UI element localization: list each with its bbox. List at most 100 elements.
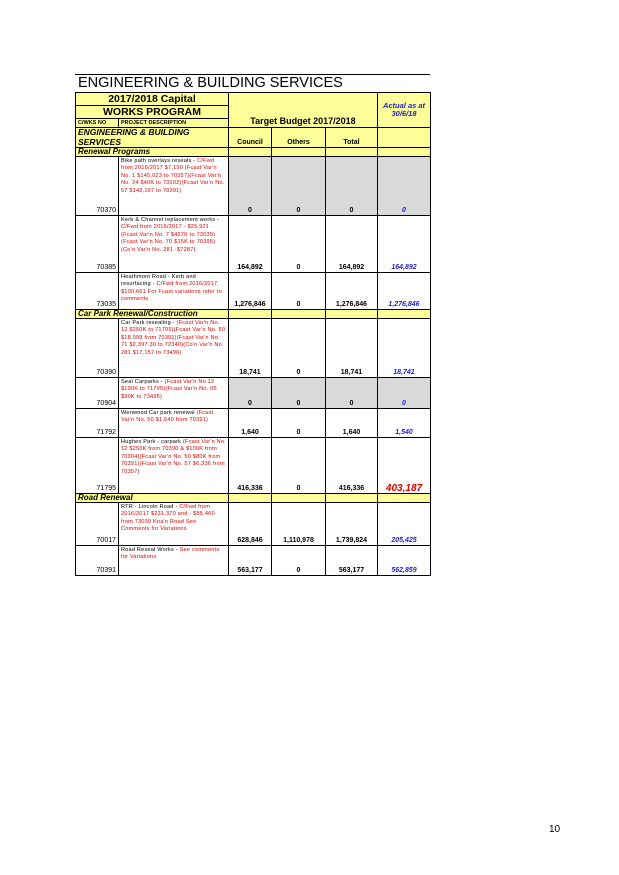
section-label: Road Renewal: [75, 493, 229, 503]
project-no: 70390: [75, 318, 119, 378]
description: Car Park resealing -: [121, 320, 177, 326]
description-note: See comments for Variations: [121, 547, 220, 561]
description-note: (Fcast Var'n No 12 $100K to 71795)(Fcast…: [121, 379, 217, 400]
cell: [325, 147, 378, 157]
section-label: Car Park Renewal/Construction: [75, 309, 229, 319]
actual-value: 18,741: [377, 318, 431, 378]
cell: [228, 309, 272, 319]
item-row: 70385 Kerb & Channel replacement works - …: [75, 215, 431, 273]
others-value: 0: [271, 215, 326, 273]
actual-value: 562,859: [377, 545, 431, 576]
description: Road Reseal Works -: [121, 547, 180, 553]
description: Kerb & Channel replacement works -: [121, 217, 220, 223]
actual-value: 403,187: [377, 437, 431, 494]
others-value: 0: [271, 545, 326, 576]
total-value: 416,336: [325, 437, 378, 494]
item-row: 73035 Heathmont Road - Kerb and resurfaci…: [75, 272, 431, 310]
description: Heathmont Road - Kerb and resurfacing -: [121, 274, 196, 288]
description: Seal Carparks -: [121, 379, 165, 385]
others-value: 1,110,978: [271, 502, 326, 546]
page-title: ENGINEERING & BUILDING SERVICES: [75, 74, 430, 92]
total-value: 0: [325, 377, 378, 409]
others-value: 0: [271, 437, 326, 494]
council-value: 164,892: [228, 215, 272, 273]
council-value: 1,276,846: [228, 272, 272, 310]
cell: [228, 493, 272, 503]
description-note: C/Fwd from 2016/2017 - $25,921 (Fcast Va…: [121, 224, 216, 253]
cell: [271, 493, 326, 503]
others-value: 0: [271, 377, 326, 409]
project-no: 71795: [75, 437, 119, 494]
col-header: Others: [271, 127, 326, 148]
others-value: 0: [271, 408, 326, 438]
others-value: 0: [271, 272, 326, 310]
cell: [271, 309, 326, 319]
project-no: 71792: [75, 408, 119, 438]
project-description: Car Park resealing - (Fcast Var'n No. 12…: [118, 318, 229, 378]
cell: [325, 309, 378, 319]
project-description: Hughes Park - carpark (Fcast Var'n No. 1…: [118, 437, 229, 494]
description-note: C/Fwd from 2016/2017 $231,370 and - $85,…: [121, 504, 215, 533]
col-header: PROJECT DESCRIPTION: [118, 118, 229, 128]
item-row: 70370 Bike path overlays reseals - C/Fwd …: [75, 156, 431, 216]
group-header: ENGINEERING & BUILDING SERVICES: [75, 127, 229, 148]
council-value: 0: [228, 377, 272, 409]
description: Hughes Park - carpark: [121, 439, 183, 445]
description-note: (Fcast Var'n No. 12 $250K to 71795)(Fcas…: [121, 320, 226, 356]
project-no: 73035: [75, 272, 119, 310]
project-description: Road Reseal Works - See comments for Var…: [118, 545, 229, 576]
program-line: WORKS PROGRAM: [75, 105, 229, 119]
actual-value: 0: [377, 377, 431, 409]
item-row: 70904 Seal Carparks - (Fcast Var'n No 12 …: [75, 377, 431, 409]
cell: [325, 493, 378, 503]
project-no: 70385: [75, 215, 119, 273]
description-note: (Fcast Var'n No. 12 $250K from 70390 & $…: [121, 439, 226, 475]
project-no: 70391: [75, 545, 119, 576]
section-label: Renewal Programs: [75, 147, 229, 157]
description-note: (Fcast Var'n No. 50 $1,640 from 70391): [121, 410, 214, 424]
total-value: 18,741: [325, 318, 378, 378]
item-row: 71792 Wenwood Car park renewal (Fcast Var…: [75, 408, 431, 438]
total-value: 1,276,846: [325, 272, 378, 310]
project-no: 70017: [75, 502, 119, 546]
works-table: 2017/2018 Capital Target Budget 2017/2018…: [75, 92, 431, 576]
total-value: 1,739,824: [325, 502, 378, 546]
description: RTR - Lincoln Road -: [121, 504, 180, 510]
item-row: 70391 Road Reseal Works - See comments fo…: [75, 545, 431, 576]
section-row: Renewal Programs: [75, 147, 431, 157]
project-no: 70370: [75, 156, 119, 216]
project-description: Bike path overlays reseals - C/Fwd from …: [118, 156, 229, 216]
total-value: 563,177: [325, 545, 378, 576]
section-row: Road Renewal: [75, 493, 431, 503]
council-value: 18,741: [228, 318, 272, 378]
description: Wenwood Car park renewal: [121, 410, 197, 416]
council-value: 1,640: [228, 408, 272, 438]
page-number: 10: [549, 824, 561, 835]
section-row: Car Park Renewal/Construction: [75, 309, 431, 319]
description: Bike path overlays reseals -: [121, 158, 198, 164]
project-description: Kerb & Channel replacement works - C/Fwd…: [118, 215, 229, 273]
total-value: 164,892: [325, 215, 378, 273]
total-value: 0: [325, 156, 378, 216]
cell: [377, 147, 431, 157]
actual-value: 1,276,846: [377, 272, 431, 310]
project-no: 70904: [75, 377, 119, 409]
council-value: 0: [228, 156, 272, 216]
project-description: Wenwood Car park renewal (Fcast Var'n No…: [118, 408, 229, 438]
actual-value: 205,425: [377, 502, 431, 546]
cell: [271, 147, 326, 157]
cell: [377, 309, 431, 319]
cell: [377, 493, 431, 503]
description-note: C/Fwd from 2016/2017 $7,190 (Fcast Var'n…: [121, 158, 225, 194]
actual-value: 0: [377, 156, 431, 216]
actual-value: 164,892: [377, 215, 431, 273]
item-row: 71795 Hughes Park - carpark (Fcast Var'n …: [75, 437, 431, 494]
project-description: Heathmont Road - Kerb and resurfacing - …: [118, 272, 229, 310]
total-value: 1,640: [325, 408, 378, 438]
council-value: 563,177: [228, 545, 272, 576]
col-header: Council: [228, 127, 272, 148]
item-row: 70017 RTR - Lincoln Road - C/Fwd from 201…: [75, 502, 431, 546]
program-line: 2017/2018 Capital: [75, 92, 229, 106]
description-note: C/Fwd from 2016/2017 $100,661 For Fcast …: [121, 281, 222, 303]
